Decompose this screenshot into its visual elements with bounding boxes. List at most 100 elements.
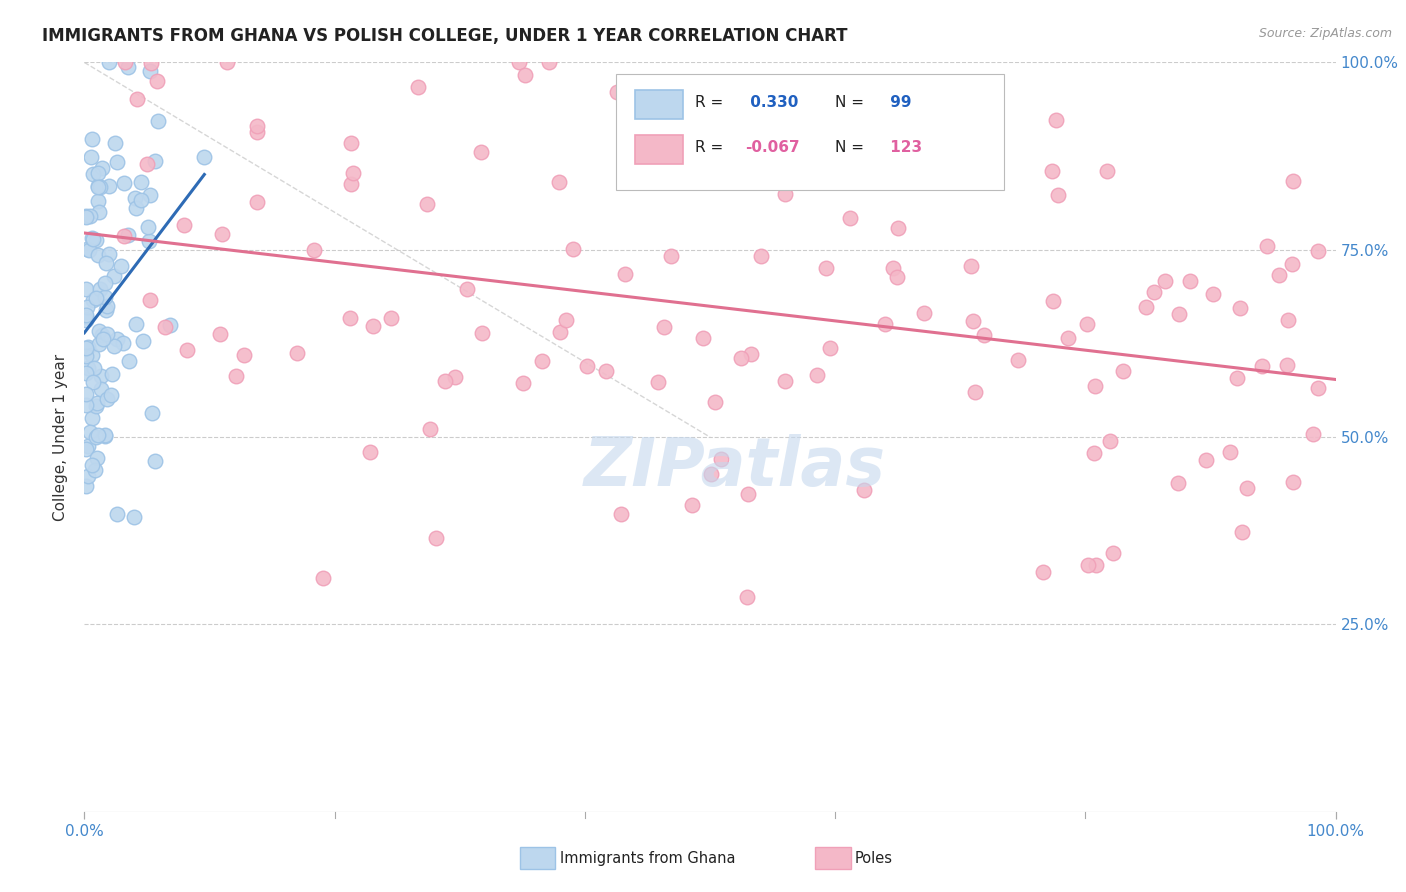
Point bbox=[1040, 164, 1063, 178]
Point bbox=[98, 55, 121, 70]
Point bbox=[90, 161, 112, 176]
Point bbox=[1077, 558, 1099, 573]
Point bbox=[117, 228, 139, 243]
Point bbox=[79, 425, 101, 439]
Point bbox=[818, 341, 841, 355]
Point bbox=[84, 291, 107, 305]
Point bbox=[114, 55, 136, 70]
Point bbox=[419, 422, 441, 436]
Point bbox=[103, 268, 125, 283]
Point bbox=[773, 187, 796, 202]
Point bbox=[471, 326, 494, 341]
Point bbox=[86, 396, 108, 410]
Text: R =: R = bbox=[695, 140, 728, 154]
Point bbox=[93, 276, 115, 290]
Point bbox=[211, 227, 233, 242]
FancyBboxPatch shape bbox=[616, 74, 1004, 190]
Bar bbox=[636, 135, 682, 163]
Point bbox=[103, 339, 125, 353]
Point bbox=[122, 510, 145, 524]
Point bbox=[1308, 244, 1330, 258]
Point bbox=[215, 55, 238, 70]
Point bbox=[1084, 379, 1107, 393]
Point bbox=[105, 154, 128, 169]
Point bbox=[76, 340, 98, 354]
Point bbox=[98, 247, 121, 261]
Point bbox=[1282, 174, 1305, 188]
Point bbox=[153, 319, 176, 334]
Point bbox=[90, 368, 112, 383]
Point bbox=[1281, 257, 1303, 271]
Point bbox=[339, 311, 361, 326]
Point bbox=[77, 244, 100, 258]
Point bbox=[84, 399, 107, 413]
Point bbox=[87, 205, 110, 219]
Point bbox=[110, 259, 132, 273]
Point bbox=[80, 230, 103, 244]
Point bbox=[1219, 445, 1241, 459]
Point bbox=[87, 324, 110, 338]
Point bbox=[125, 201, 148, 215]
Point bbox=[1256, 239, 1278, 253]
Point bbox=[76, 468, 98, 483]
Point bbox=[1045, 112, 1067, 127]
Point bbox=[96, 392, 118, 406]
Point bbox=[100, 388, 122, 402]
Point bbox=[737, 487, 759, 501]
Point bbox=[129, 193, 152, 207]
Point bbox=[80, 348, 103, 362]
Point bbox=[86, 180, 108, 194]
Point bbox=[456, 282, 478, 296]
Point bbox=[76, 242, 98, 256]
Point bbox=[135, 156, 157, 170]
Point bbox=[735, 590, 758, 604]
Point bbox=[606, 85, 628, 99]
Point bbox=[1076, 317, 1098, 331]
Point bbox=[82, 232, 104, 246]
Point bbox=[912, 306, 935, 320]
Text: Immigrants from Ghana: Immigrants from Ghana bbox=[560, 851, 735, 865]
Point bbox=[111, 335, 134, 350]
Point bbox=[96, 299, 118, 313]
Point bbox=[83, 463, 105, 477]
Point bbox=[176, 343, 198, 357]
Point bbox=[87, 247, 110, 261]
Point bbox=[1042, 293, 1064, 308]
Point bbox=[139, 64, 162, 78]
Point bbox=[173, 218, 195, 232]
Point bbox=[94, 429, 117, 443]
Point bbox=[82, 132, 104, 146]
Point bbox=[75, 442, 97, 456]
Bar bbox=[636, 90, 682, 119]
Point bbox=[96, 302, 118, 317]
Point bbox=[148, 114, 170, 128]
Point bbox=[1142, 285, 1164, 300]
Text: Poles: Poles bbox=[855, 851, 893, 865]
Point bbox=[75, 308, 97, 322]
Point bbox=[470, 145, 492, 159]
Point bbox=[882, 261, 904, 276]
Point bbox=[659, 249, 682, 263]
Point bbox=[87, 166, 110, 180]
Text: 123: 123 bbox=[886, 140, 922, 154]
Point bbox=[86, 427, 108, 442]
Point bbox=[76, 300, 98, 314]
Point bbox=[83, 361, 105, 376]
Point bbox=[576, 359, 599, 373]
Point bbox=[91, 328, 114, 343]
Point bbox=[125, 317, 148, 331]
Point bbox=[84, 233, 107, 247]
Point bbox=[246, 119, 269, 133]
Point bbox=[98, 179, 121, 194]
Point bbox=[285, 346, 308, 360]
Point bbox=[730, 351, 752, 366]
Point bbox=[554, 313, 576, 327]
Point bbox=[887, 220, 910, 235]
Point bbox=[1268, 268, 1291, 282]
Point bbox=[1154, 274, 1177, 288]
Text: 99: 99 bbox=[886, 95, 911, 110]
Point bbox=[547, 174, 569, 188]
Point bbox=[75, 210, 97, 224]
Point bbox=[652, 320, 675, 334]
Y-axis label: College, Under 1 year: College, Under 1 year bbox=[53, 353, 69, 521]
